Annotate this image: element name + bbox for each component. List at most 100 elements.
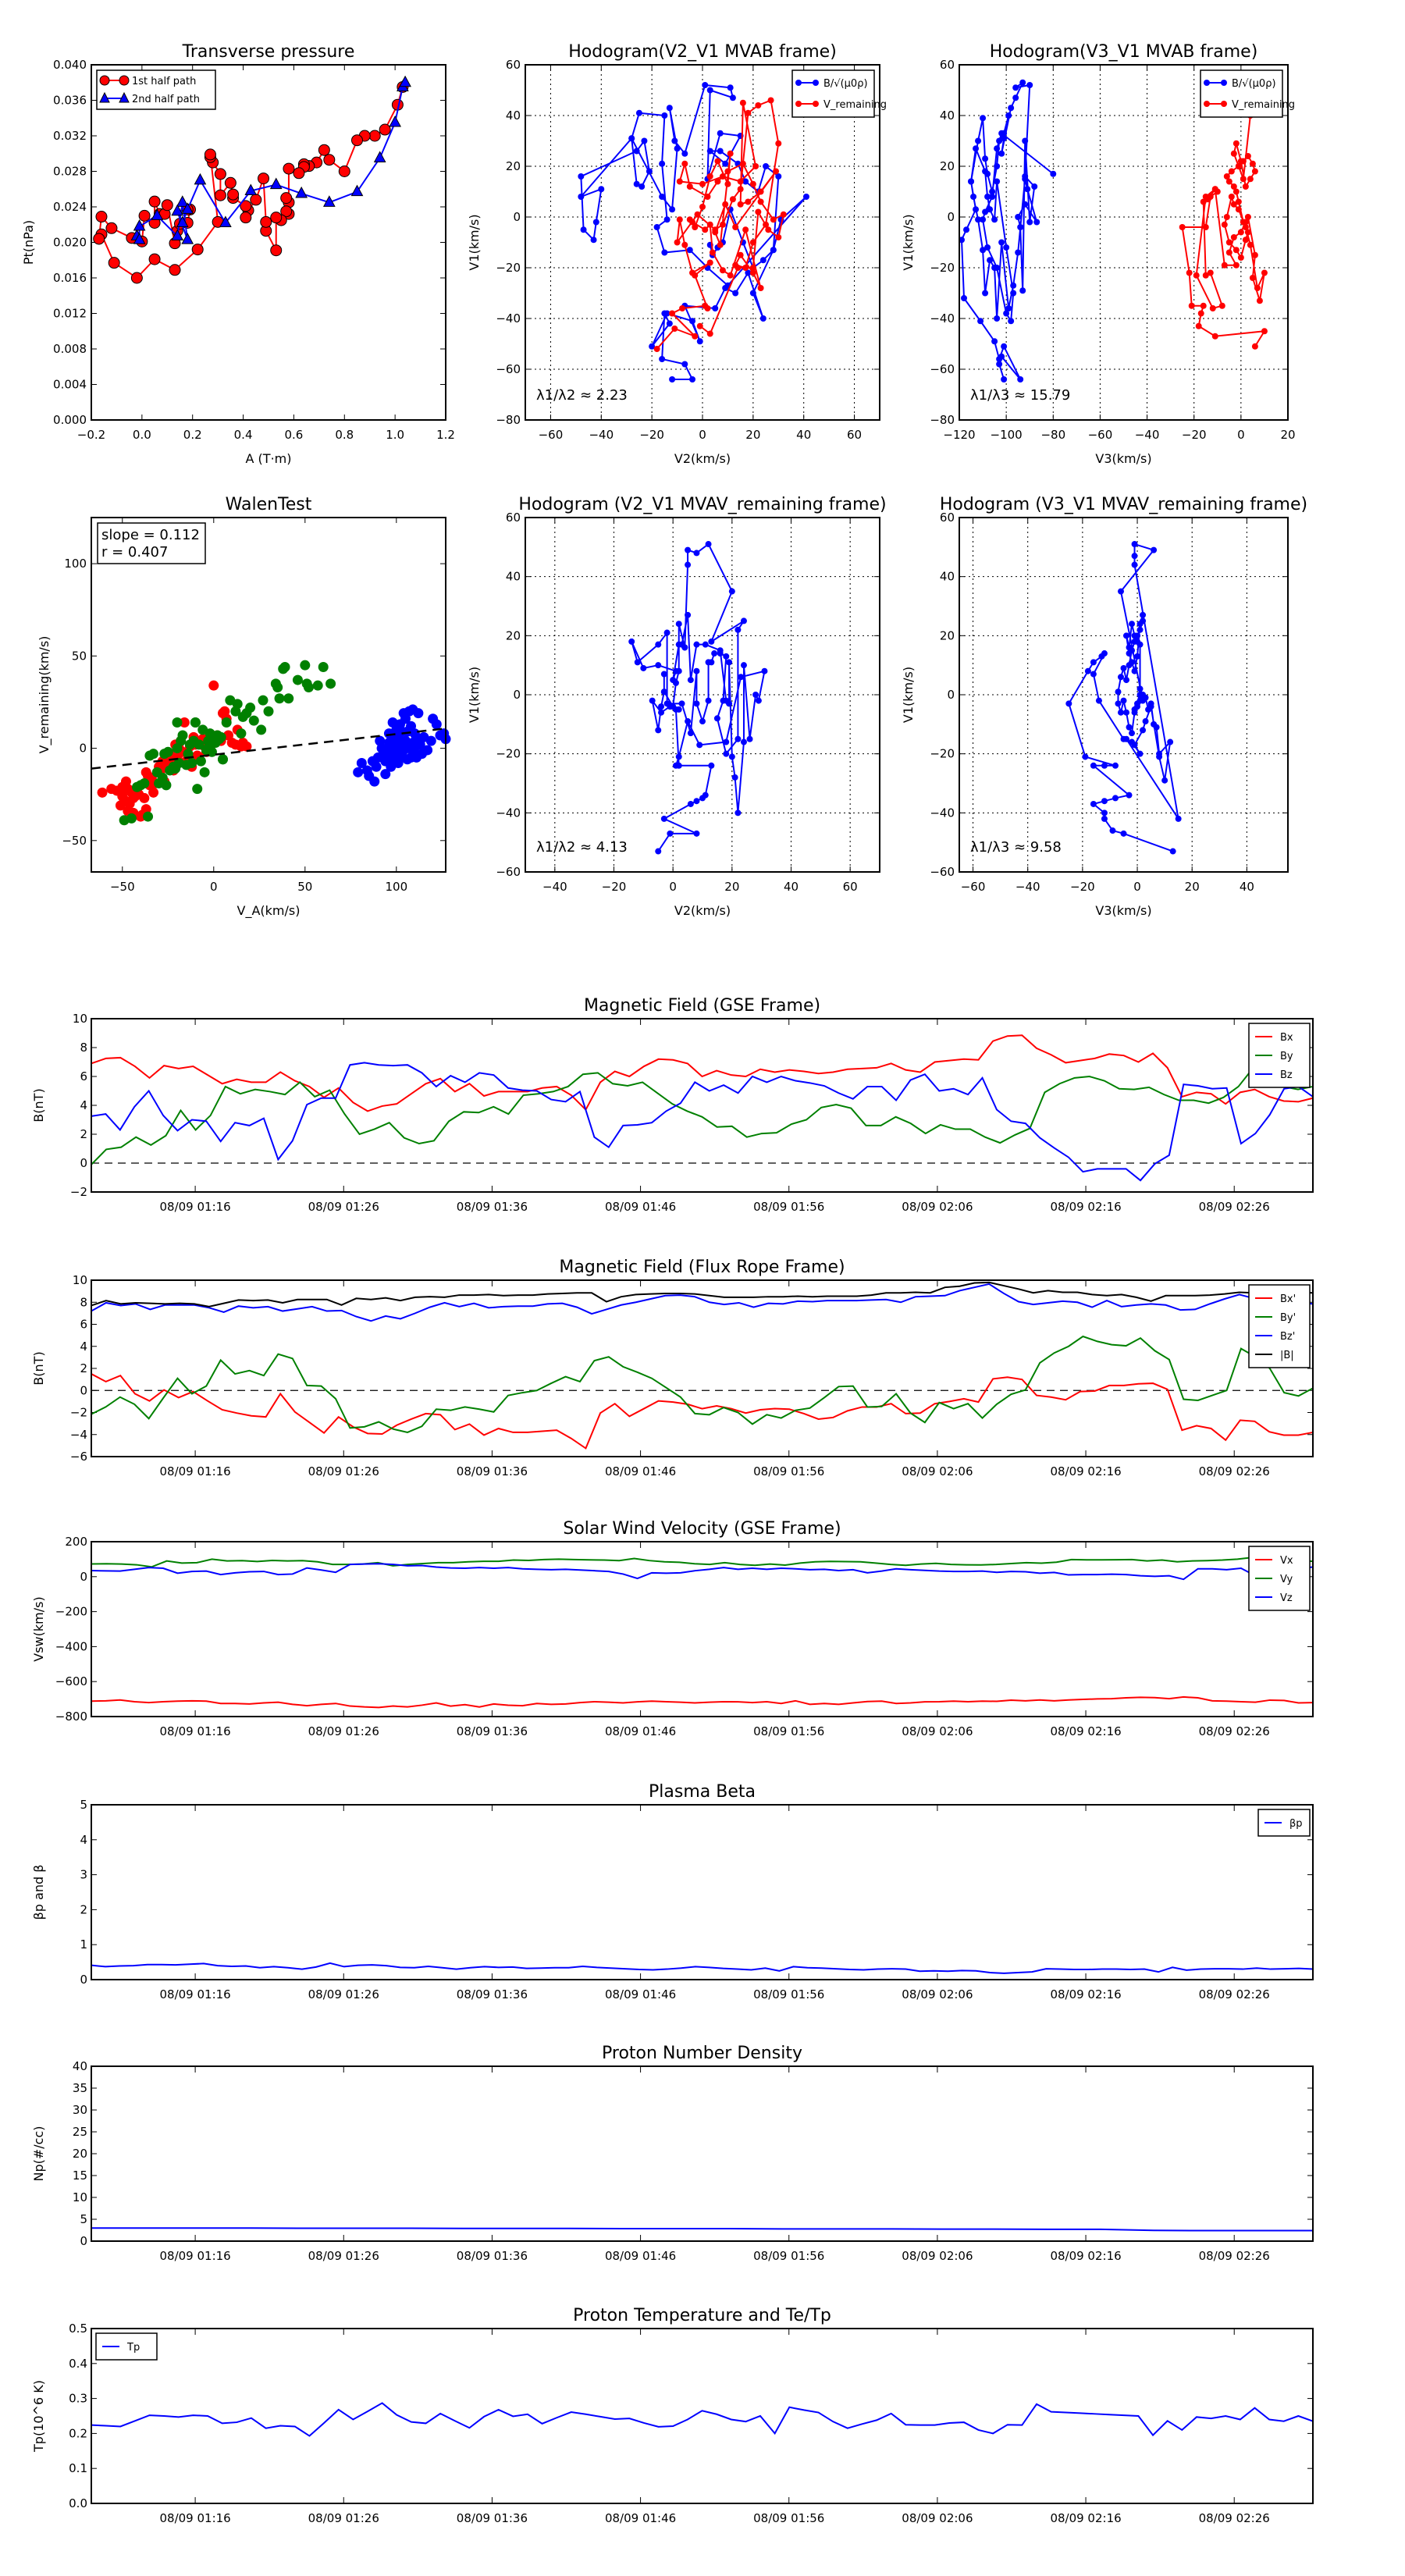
x-tick-label: 60 — [847, 428, 862, 442]
data-point — [687, 800, 694, 807]
data-point — [663, 700, 670, 707]
y-tick-label: 0.3 — [69, 2392, 87, 2406]
data-point — [755, 697, 762, 704]
data-point — [217, 754, 228, 765]
data-point — [671, 137, 678, 144]
data-point — [982, 155, 989, 162]
data-point — [702, 226, 709, 233]
data-point — [1161, 777, 1168, 784]
data-point — [659, 356, 666, 362]
data-point — [704, 194, 711, 200]
x-tick-label: 08/09 01:26 — [308, 1987, 379, 2001]
x-tick-label: 08/09 01:16 — [159, 1724, 230, 1738]
data-point — [738, 674, 745, 681]
x-tick-label: 20 — [724, 880, 739, 894]
legend-label: Vy — [1280, 1574, 1293, 1585]
data-point — [739, 99, 746, 106]
data-point — [199, 767, 210, 777]
y-tick-label: −60 — [930, 865, 955, 879]
data-point — [263, 706, 274, 717]
legend-marker — [1221, 101, 1227, 107]
data-point — [723, 738, 730, 745]
data-point — [1131, 667, 1138, 674]
data-point — [714, 158, 721, 165]
data-point — [148, 195, 161, 208]
data-point — [1202, 224, 1209, 230]
x-tick-label: 08/09 01:16 — [159, 2249, 230, 2263]
y-tick-label: 60 — [940, 511, 955, 525]
data-point — [1244, 214, 1251, 220]
x-tick-label: 08/09 02:06 — [902, 1200, 973, 1214]
legend-label: |B| — [1280, 1350, 1294, 1361]
data-point — [431, 719, 442, 730]
data-point — [729, 196, 736, 203]
data-point — [749, 269, 756, 276]
x-tick-label: 0 — [1133, 880, 1141, 894]
series-line-|B| — [91, 1281, 1314, 1308]
data-point — [1211, 333, 1218, 340]
y-tick-label: 10 — [73, 2190, 87, 2204]
data-point — [740, 617, 747, 624]
data-point — [203, 743, 214, 754]
data-point — [708, 638, 715, 645]
y-tick-label: 10 — [73, 1012, 87, 1026]
y-tick-label: 10 — [73, 1273, 87, 1287]
series-line-Np — [91, 2227, 1313, 2232]
data-point — [973, 206, 980, 213]
y-tick-label: 20 — [506, 628, 521, 642]
data-point — [987, 257, 994, 264]
data-point — [982, 290, 989, 297]
data-point — [987, 206, 994, 213]
data-point — [763, 163, 770, 169]
y-tick-label: 0.000 — [53, 413, 87, 427]
data-point — [658, 709, 665, 716]
data-point — [221, 717, 232, 728]
eigenvalue-ratio-annotation: λ1/λ2 ≈ 2.23 — [536, 387, 628, 404]
data-point — [1261, 328, 1268, 335]
data-point — [1022, 176, 1029, 183]
data-point — [706, 259, 713, 266]
chart-title: Hodogram (V3_V1 MVAV_remaining frame) — [940, 495, 1307, 514]
stats-line: slope = 0.112 — [101, 527, 200, 543]
data-point — [1232, 262, 1240, 269]
data-point — [292, 674, 303, 685]
data-point — [353, 767, 364, 777]
data-point — [717, 647, 724, 654]
data-point — [399, 75, 411, 87]
data-point — [731, 774, 738, 781]
data-point — [161, 780, 172, 791]
x-tick-label: 08/09 01:56 — [753, 1724, 824, 1738]
data-point — [989, 194, 996, 200]
eigenvalue-ratio-annotation: λ1/λ2 ≈ 4.13 — [536, 839, 628, 856]
data-point — [241, 741, 252, 752]
data-point — [1120, 697, 1127, 704]
data-point — [1019, 287, 1026, 294]
data-point — [1005, 112, 1012, 119]
data-point — [194, 173, 207, 185]
data-point — [1232, 188, 1240, 195]
data-point — [752, 692, 759, 698]
chart-title: Hodogram(V3_V1 MVAB frame) — [990, 42, 1258, 62]
data-point — [1090, 800, 1097, 807]
chart-title: WalenTest — [226, 495, 312, 514]
data-point — [660, 815, 667, 822]
data-point — [674, 145, 681, 152]
data-point — [693, 700, 700, 707]
x-tick-label: 1.0 — [386, 428, 404, 442]
data-point — [1084, 667, 1091, 674]
data-point — [775, 140, 782, 147]
data-point — [592, 219, 599, 226]
data-point — [735, 809, 742, 817]
data-point — [991, 338, 998, 345]
data-point — [95, 211, 108, 223]
legend: Bx' By' Bz' |B| — [1248, 1284, 1311, 1368]
legend-label: By — [1280, 1051, 1293, 1062]
data-point — [663, 310, 670, 317]
data-point — [1228, 194, 1235, 200]
data-point — [240, 212, 252, 224]
data-point — [722, 201, 729, 208]
data-point — [269, 177, 283, 190]
y-axis-label: V1(km/s) — [467, 667, 482, 723]
data-point — [1202, 272, 1209, 279]
series-line-Bz' — [91, 1283, 1314, 1322]
